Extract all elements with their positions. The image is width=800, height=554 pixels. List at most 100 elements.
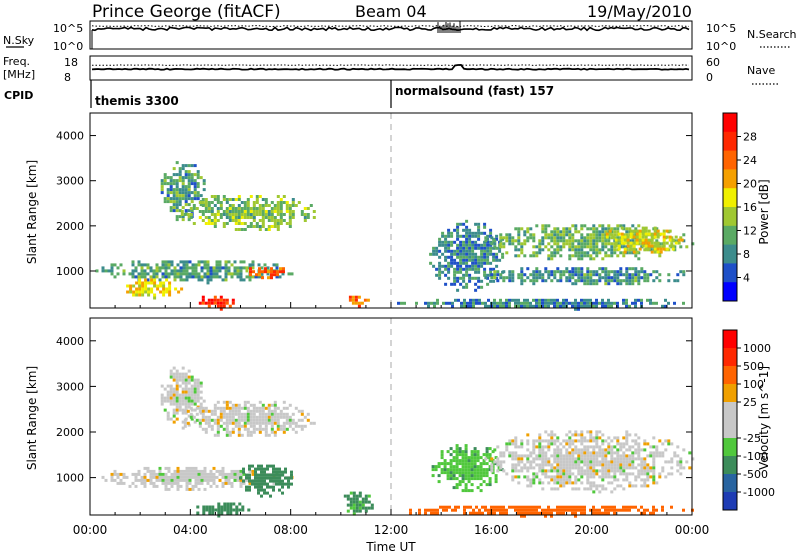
power-region-5	[126, 278, 184, 300]
velocity-colorbar-tick-5: -100	[743, 450, 768, 463]
power-colorbar-tick-1: 8	[743, 248, 750, 261]
station-title: Prince George (fitACF)	[92, 2, 281, 22]
nave-label: Nave	[747, 64, 775, 77]
time-tick-label-4: 16:00	[474, 523, 509, 537]
velocity-region-2	[183, 400, 316, 437]
power-colorbar-tick-5: 24	[743, 154, 757, 167]
time-tick-label-0: 00:00	[73, 523, 108, 537]
power-colorbar-swatch-1	[723, 131, 737, 152]
power-ytick-label-3: 4000	[56, 130, 84, 143]
power-region-1	[160, 161, 206, 222]
velocity-ytick-label-3: 4000	[56, 335, 84, 348]
freq-series	[91, 63, 690, 71]
time-axis: 00:00 04:00 08:00 12:00 16:00 20:00 00:00	[73, 302, 710, 537]
power-colorbar-swatch-9	[723, 282, 737, 302]
velocity-colorbar-swatch-5	[723, 420, 737, 439]
nsky-spikes	[91, 21, 461, 49]
velocity-region-8	[409, 505, 694, 518]
power-ytick-label-1: 2000	[56, 220, 84, 233]
freq-unit: [MHz]	[3, 68, 35, 81]
date-title: 19/May/2010	[587, 2, 692, 21]
cpid-segment-1: themis 3300	[95, 94, 179, 108]
power-panel: 1000 2000 3000 4000 Slant Range [km]	[25, 112, 695, 311]
velocity-data	[101, 366, 695, 518]
velocity-colorbar-label: Velocity [m s^-1]	[757, 366, 771, 470]
freq-tick-top: 18	[64, 56, 78, 69]
noise-tick-left-top: 10^5	[53, 22, 83, 35]
power-region-9	[484, 267, 686, 286]
freq-tick-bottom: 8	[64, 71, 71, 84]
power-y-axis: 1000 2000 3000 4000	[56, 130, 692, 278]
velocity-region-3	[239, 464, 293, 498]
velocity-colorbar: 1000 500 100 25 -25 -100 -500 -1000	[722, 329, 775, 511]
power-colorbar-swatch-0	[723, 113, 737, 133]
noise-tick-right-top: 10^5	[706, 22, 736, 35]
power-colorbar-swatch-5	[723, 207, 737, 227]
power-colorbar-swatch-8	[723, 263, 737, 283]
power-colorbar-swatch-6	[723, 225, 737, 246]
power-colorbar-tick-4: 20	[743, 178, 757, 191]
velocity-ytick-label-0: 1000	[56, 472, 84, 485]
noise-tick-right-bottom: 10^0	[706, 40, 736, 53]
power-region-10	[605, 226, 684, 254]
power-region-6	[348, 295, 370, 308]
time-tick-label-2: 08:00	[273, 523, 308, 537]
power-region-3	[249, 267, 285, 280]
velocity-colorbar-swatch-6	[723, 438, 737, 457]
velocity-colorbar-swatch-0	[723, 330, 737, 349]
velocity-colorbar-swatch-2	[723, 366, 737, 385]
velocity-colorbar-tick-4: -25	[743, 432, 761, 445]
velocity-colorbar-swatch-3	[723, 384, 737, 403]
noise-panel: N.Sky 10^5 10^0 10^5 10^0 N.Search	[3, 20, 797, 53]
freq-panel: Freq. [MHz] 18 8 60 0 Nave	[3, 55, 780, 85]
noise-tick-left-bottom: 10^0	[53, 40, 83, 53]
power-data	[95, 161, 695, 311]
velocity-colorbar-swatch-7	[723, 456, 737, 475]
time-tick-label-5: 20:00	[574, 523, 609, 537]
power-ylabel: Slant Range [km]	[25, 160, 39, 264]
velocity-ytick-label-2: 3000	[56, 380, 84, 393]
time-axis-label: Time UT	[365, 540, 416, 554]
power-colorbar-tick-3: 16	[743, 201, 757, 214]
cpid-segment-2: normalsound (fast) 157	[395, 84, 554, 98]
power-colorbar-label: Power [dB]	[757, 179, 771, 244]
time-tick-label-3: 12:00	[374, 523, 409, 537]
velocity-colorbar-swatch-8	[723, 474, 737, 493]
velocity-y-axis: 1000 2000 3000 4000	[56, 335, 692, 485]
power-colorbar-swatch-4	[723, 188, 737, 208]
power-colorbar-swatch-2	[723, 150, 737, 170]
nsearch-series	[91, 24, 690, 28]
power-ytick-label-2: 3000	[56, 175, 84, 188]
nsky-label: N.Sky	[3, 34, 35, 47]
power-colorbar-swatch-3	[723, 169, 737, 189]
velocity-region-0	[101, 466, 294, 491]
power-colorbar-tick-0: 4	[743, 272, 750, 285]
power-region-2	[180, 195, 316, 231]
cpid-label: CPID	[4, 89, 33, 102]
velocity-panel: 1000 2000 3000 4000 Slant Range [km]	[25, 317, 695, 518]
nave-tick-top: 60	[706, 56, 720, 69]
nsearch-label: N.Search	[747, 28, 797, 41]
velocity-colorbar-tick-3: 25	[743, 396, 757, 409]
velocity-colorbar-swatch-4	[723, 402, 737, 421]
power-colorbar-tick-2: 12	[743, 225, 757, 238]
power-colorbar-swatch-7	[723, 244, 737, 264]
velocity-colorbar-tick-0: 1000	[743, 342, 771, 355]
nsky-series	[91, 26, 690, 32]
freq-label: Freq.	[3, 55, 30, 68]
velocity-region-4	[196, 502, 251, 518]
beam-title: Beam 04	[355, 2, 427, 21]
velocity-ylabel: Slant Range [km]	[25, 366, 39, 470]
velocity-colorbar-swatch-1	[723, 348, 737, 367]
velocity-region-5	[343, 491, 374, 516]
power-colorbar-tick-6: 28	[743, 131, 757, 144]
cpid-row: CPID themis 3300 normalsound (fast) 157	[4, 80, 554, 108]
velocity-colorbar-tick-1: 500	[743, 360, 764, 373]
velocity-colorbar-tick-2: 100	[743, 378, 764, 391]
nave-series	[91, 64, 689, 66]
time-tick-label-6: 00:00	[675, 523, 710, 537]
power-region-4	[198, 295, 235, 311]
velocity-colorbar-tick-6: -500	[743, 468, 768, 481]
velocity-colorbar-tick-7: -1000	[743, 486, 775, 499]
